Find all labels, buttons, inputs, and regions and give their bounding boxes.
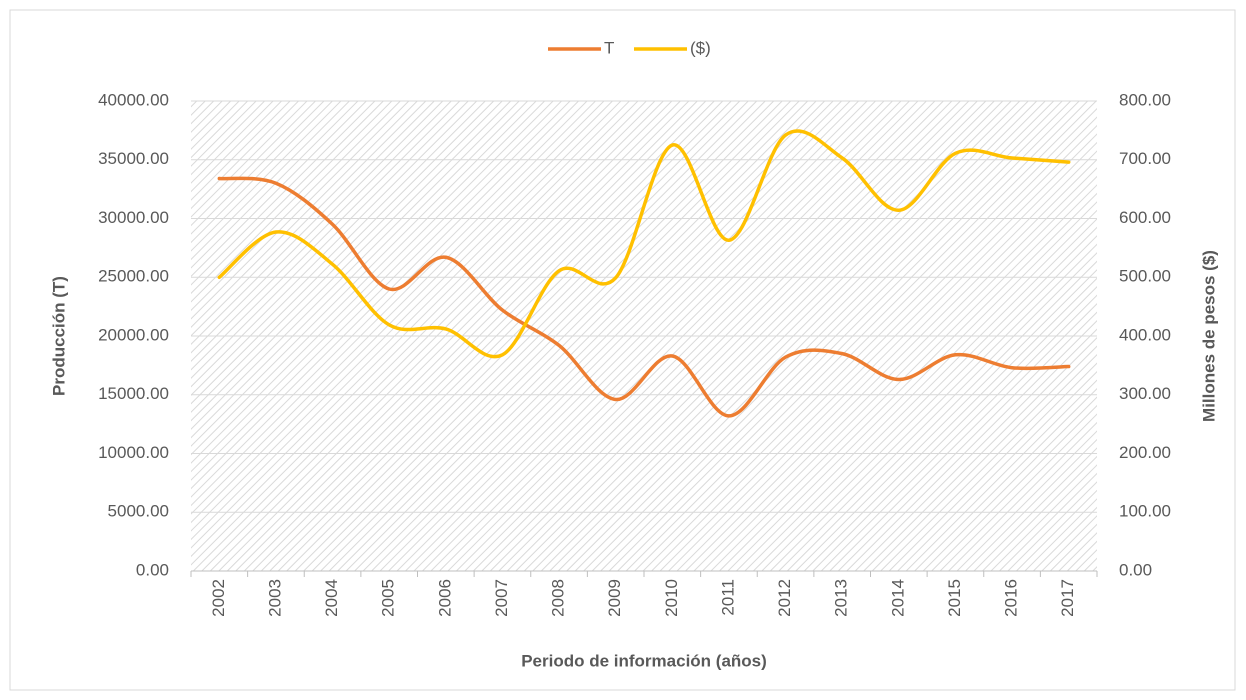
x-tick-label: 2012 [775, 579, 794, 617]
y2-tick-label: 0.00 [1119, 560, 1152, 579]
x-tick-label: 2017 [1058, 579, 1077, 617]
x-tick-label: 2016 [1002, 579, 1021, 617]
x-tick-label: 2008 [549, 579, 568, 617]
x-tick-label: 2004 [322, 579, 341, 617]
x-tick-label: 2005 [379, 579, 398, 617]
x-axis-title: Periodo de información (años) [521, 651, 767, 670]
y2-axis-title: Millones de pesos ($) [1199, 250, 1218, 422]
series-line [217, 176, 1071, 418]
x-tick-label: 2011 [718, 579, 737, 616]
y-tick-label: 15000.00 [98, 384, 169, 403]
series-line [217, 129, 1071, 359]
x-tick-label: 2010 [662, 579, 681, 617]
y2-tick-label: 700.00 [1119, 149, 1171, 168]
y-tick-label: 40000.00 [98, 90, 169, 109]
legend-label: T [604, 38, 614, 57]
y2-tick-label: 100.00 [1119, 502, 1171, 521]
x-tick-label: 2003 [265, 579, 284, 617]
y-tick-label: 30000.00 [98, 208, 169, 227]
y2-tick-label: 400.00 [1119, 325, 1171, 344]
y2-tick-label: 200.00 [1119, 443, 1171, 462]
y-tick-label: 35000.00 [98, 149, 169, 168]
x-tick-label: 2013 [832, 579, 851, 617]
y-tick-label: 20000.00 [98, 325, 169, 344]
y-axis-title: Producción (T) [49, 276, 68, 396]
x-tick-label: 2002 [209, 579, 228, 617]
x-tick-label: 2015 [945, 579, 964, 617]
y-tick-label: 0.00 [136, 560, 169, 579]
y2-tick-label: 800.00 [1119, 90, 1171, 109]
y2-tick-label: 600.00 [1119, 208, 1171, 227]
x-tick-label: 2014 [888, 579, 907, 617]
x-tick-label: 2006 [435, 579, 454, 617]
x-tick-label: 2009 [605, 579, 624, 617]
legend-label: ($) [690, 38, 711, 57]
y-tick-label: 10000.00 [98, 443, 169, 462]
x-tick-label: 2007 [492, 579, 511, 617]
y2-tick-label: 300.00 [1119, 384, 1171, 403]
y-tick-label: 5000.00 [108, 502, 169, 521]
y-tick-label: 25000.00 [98, 267, 169, 286]
y2-tick-label: 500.00 [1119, 267, 1171, 286]
